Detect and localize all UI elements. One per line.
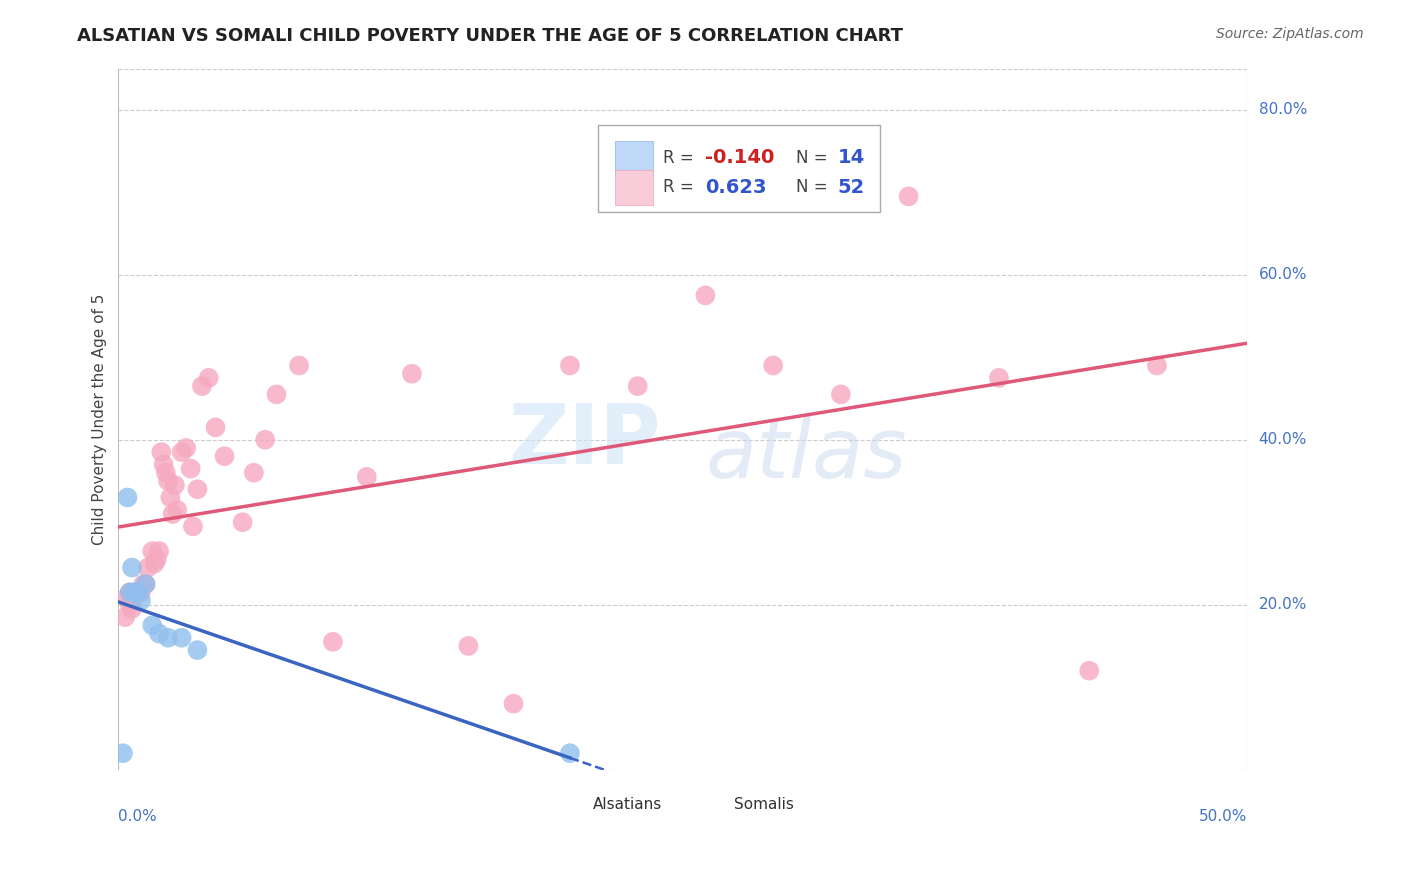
Point [1146, 359, 1168, 373]
Point [897, 189, 920, 203]
Point [232, 515, 254, 529]
Point [141, 544, 163, 558]
Point [155, 466, 177, 480]
Point [830, 387, 852, 401]
Point [125, 585, 148, 599]
Point [150, 445, 173, 459]
Point [157, 474, 180, 488]
Point [136, 560, 159, 574]
Point [122, 590, 145, 604]
Point [148, 544, 170, 558]
Text: 14: 14 [838, 148, 865, 168]
Text: N =: N = [796, 178, 832, 196]
Text: 80.0%: 80.0% [1258, 103, 1308, 117]
Point [157, 631, 180, 645]
Point [356, 470, 378, 484]
Text: ZIP: ZIP [508, 400, 661, 481]
Point [401, 367, 423, 381]
Point [166, 503, 188, 517]
Point [118, 598, 141, 612]
Point [695, 288, 717, 302]
FancyBboxPatch shape [557, 791, 586, 817]
Point [457, 639, 479, 653]
Point [558, 746, 581, 760]
Point [121, 560, 143, 574]
Point [117, 491, 139, 505]
Point [118, 585, 141, 599]
Point [111, 746, 134, 760]
Point [558, 359, 581, 373]
Point [122, 585, 145, 599]
Text: 0.0%: 0.0% [118, 809, 157, 824]
Text: 60.0%: 60.0% [1258, 268, 1308, 282]
Point [288, 359, 311, 373]
Point [148, 626, 170, 640]
Point [191, 379, 214, 393]
Point [114, 610, 136, 624]
Point [132, 577, 155, 591]
Point [180, 461, 202, 475]
Point [117, 590, 139, 604]
FancyBboxPatch shape [614, 141, 654, 175]
Point [762, 359, 785, 373]
Point [197, 371, 219, 385]
Point [254, 433, 277, 447]
Text: -0.140: -0.140 [706, 148, 775, 168]
Point [170, 631, 193, 645]
Point [146, 552, 169, 566]
Text: 52: 52 [838, 178, 865, 197]
Point [243, 466, 266, 480]
Text: N =: N = [796, 149, 832, 167]
Point [141, 618, 163, 632]
Point [170, 445, 193, 459]
Text: Alsatians: Alsatians [592, 797, 662, 812]
Point [152, 458, 174, 472]
Text: 0.623: 0.623 [706, 178, 766, 197]
Point [163, 478, 186, 492]
Point [135, 577, 157, 591]
Point [214, 449, 236, 463]
Point [322, 635, 344, 649]
Text: Somalis: Somalis [734, 797, 793, 812]
Text: 50.0%: 50.0% [1199, 809, 1247, 824]
Point [1078, 664, 1101, 678]
Point [129, 593, 152, 607]
Text: R =: R = [662, 149, 699, 167]
Point [502, 697, 524, 711]
Point [266, 387, 288, 401]
Text: Source: ZipAtlas.com: Source: ZipAtlas.com [1216, 27, 1364, 41]
Text: 20.0%: 20.0% [1258, 598, 1308, 612]
Text: R =: R = [662, 178, 704, 196]
Point [118, 585, 141, 599]
FancyBboxPatch shape [697, 791, 727, 817]
Point [129, 585, 152, 599]
Text: 40.0%: 40.0% [1258, 433, 1308, 447]
Point [181, 519, 204, 533]
Point [125, 585, 148, 599]
Point [162, 507, 184, 521]
Point [159, 491, 181, 505]
Point [627, 379, 650, 393]
Text: atlas: atlas [706, 414, 907, 495]
FancyBboxPatch shape [598, 125, 880, 212]
Point [135, 577, 157, 591]
Text: ALSATIAN VS SOMALI CHILD POVERTY UNDER THE AGE OF 5 CORRELATION CHART: ALSATIAN VS SOMALI CHILD POVERTY UNDER T… [77, 27, 903, 45]
Point [987, 371, 1010, 385]
Point [143, 557, 166, 571]
Point [128, 585, 150, 599]
Y-axis label: Child Poverty Under the Age of 5: Child Poverty Under the Age of 5 [93, 293, 107, 545]
FancyBboxPatch shape [614, 170, 654, 204]
Point [121, 602, 143, 616]
Point [186, 643, 208, 657]
Point [204, 420, 226, 434]
Point [186, 482, 208, 496]
Point [174, 441, 197, 455]
